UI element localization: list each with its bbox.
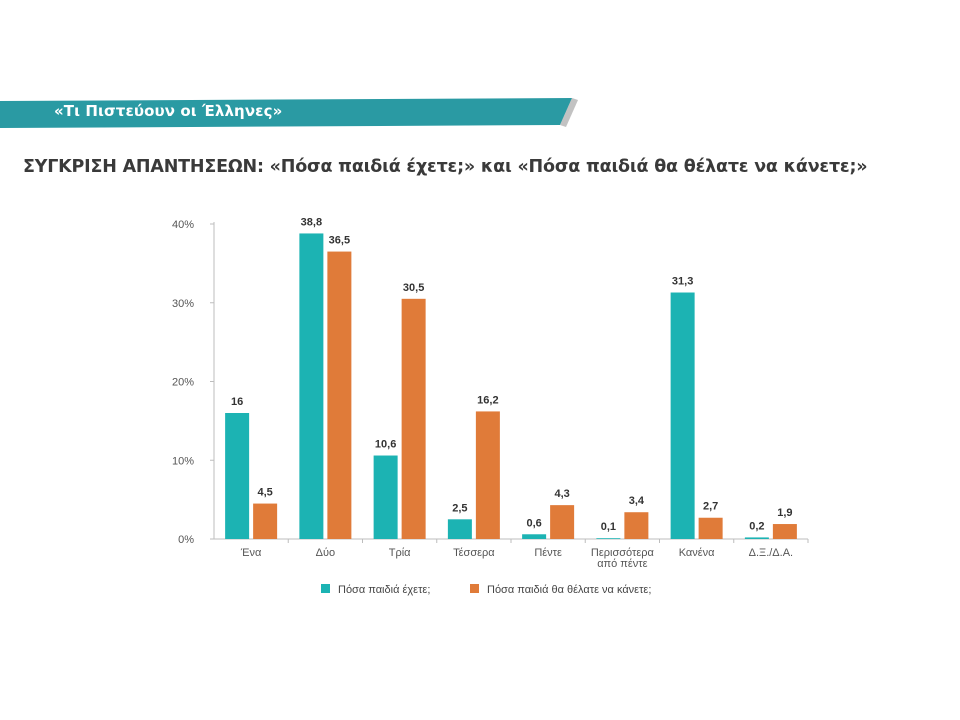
bar-series-2 bbox=[327, 251, 352, 539]
category-label: από πέντε bbox=[597, 558, 647, 570]
category-label: Περισσότερα bbox=[591, 547, 655, 559]
data-label: 0,6 bbox=[526, 517, 541, 529]
data-label: 16 bbox=[231, 396, 243, 408]
category-label: Πέντε bbox=[534, 547, 562, 559]
data-label: 31,3 bbox=[672, 276, 693, 288]
bar-series-1 bbox=[373, 455, 398, 539]
data-label: 0,2 bbox=[749, 520, 764, 532]
bar-series-1 bbox=[596, 538, 621, 539]
data-label: 38,8 bbox=[301, 216, 322, 228]
page-title: ΣΥΓΚΡΙΣΗ ΑΠΑΝΤΗΣΕΩΝ: «Πόσα παιδιά έχετε;… bbox=[23, 157, 868, 177]
bar-series-2 bbox=[253, 503, 278, 539]
title-banner: «Τι Πιστεύουν οι Έλληνες» bbox=[0, 98, 578, 128]
bar-series-1 bbox=[670, 292, 695, 539]
bar-series-2 bbox=[624, 512, 649, 539]
y-tick-label: 20% bbox=[172, 377, 194, 389]
bar-series-2 bbox=[475, 411, 500, 539]
legend-label-2: Πόσα παιδιά θα θέλατε να κάνετε; bbox=[487, 584, 651, 596]
category-label: Δύο bbox=[316, 547, 335, 559]
legend-swatch-1 bbox=[321, 584, 330, 593]
data-label: 16,2 bbox=[477, 394, 498, 406]
category-label: Τέσσερα bbox=[453, 547, 495, 559]
bar-series-2 bbox=[401, 298, 426, 539]
bar-series-1 bbox=[299, 233, 324, 539]
y-tick-label: 0% bbox=[178, 534, 194, 546]
bar-series-1 bbox=[225, 413, 250, 539]
banner-shape bbox=[0, 98, 578, 128]
data-label: 30,5 bbox=[403, 282, 424, 294]
data-label: 4,5 bbox=[257, 487, 272, 499]
data-label: 0,1 bbox=[601, 521, 616, 533]
bar-series-1 bbox=[744, 537, 769, 539]
data-label: 3,4 bbox=[629, 495, 645, 507]
category-label: Τρία bbox=[389, 547, 411, 559]
bar-series-2 bbox=[698, 517, 723, 539]
bar-series-2 bbox=[550, 505, 575, 539]
banner-title: «Τι Πιστεύουν οι Έλληνες» bbox=[54, 102, 283, 120]
y-tick-label: 30% bbox=[172, 298, 194, 310]
bar-series-2 bbox=[772, 524, 797, 539]
data-label: 36,5 bbox=[329, 235, 350, 247]
y-tick-label: 10% bbox=[172, 455, 194, 467]
category-label: Κανένα bbox=[679, 547, 715, 559]
y-tick-label: 40% bbox=[172, 219, 194, 231]
data-label: 2,5 bbox=[452, 502, 467, 514]
data-label: 10,6 bbox=[375, 439, 396, 451]
data-label: 4,3 bbox=[554, 488, 569, 500]
category-label: Δ.Ξ./Δ.Α. bbox=[749, 547, 793, 559]
legend-label-1: Πόσα παιδιά έχετε; bbox=[338, 584, 430, 596]
legend-swatch-2 bbox=[470, 584, 479, 593]
data-label: 2,7 bbox=[703, 501, 718, 513]
bar-series-1 bbox=[522, 534, 547, 539]
category-label: Ένα bbox=[240, 547, 262, 559]
data-label: 1,9 bbox=[777, 507, 792, 519]
bar-series-1 bbox=[447, 519, 472, 539]
